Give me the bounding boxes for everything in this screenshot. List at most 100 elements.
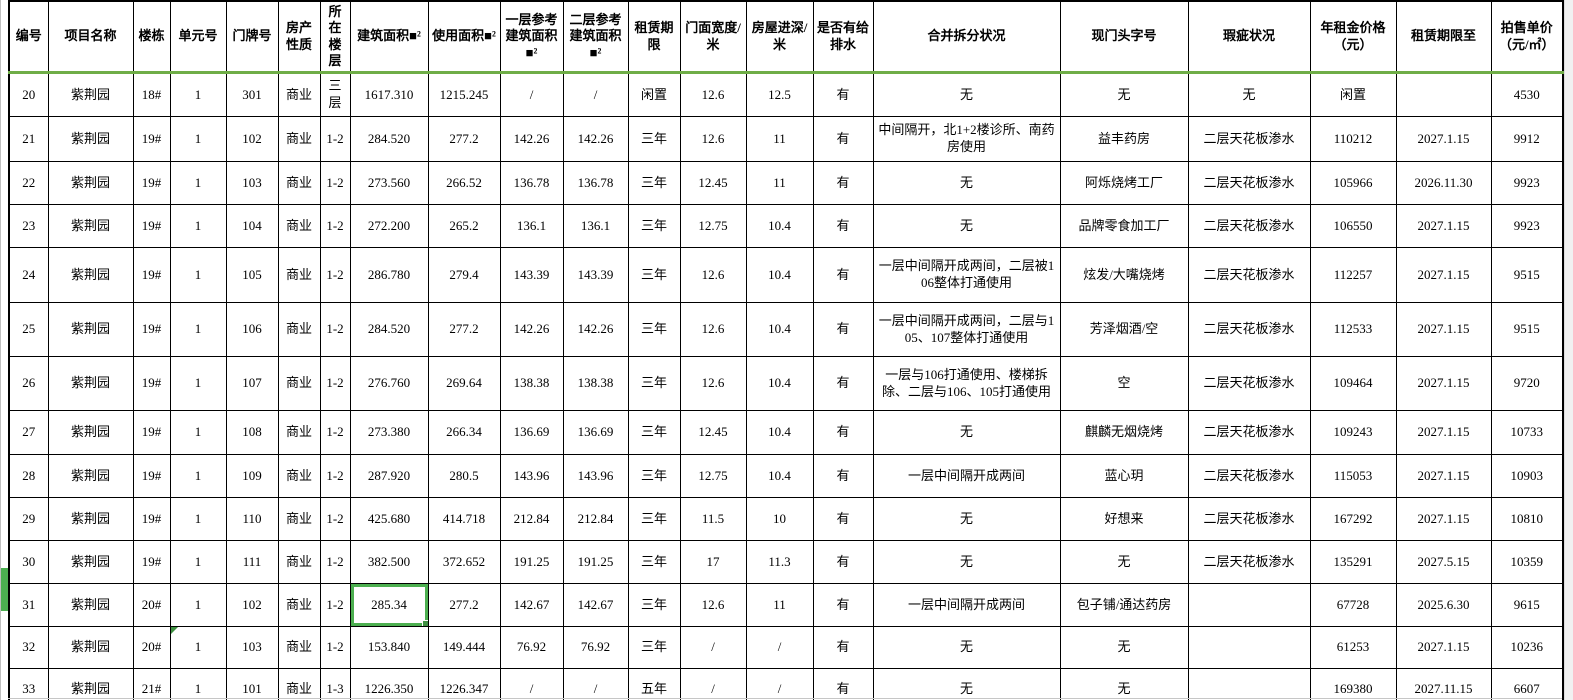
table-cell[interactable]: 二层天花板渗水 [1187, 356, 1311, 411]
table-cell[interactable]: 28 [8, 454, 49, 498]
table-cell[interactable]: 10.4 [745, 204, 814, 248]
table-cell[interactable]: 二层天花板渗水 [1187, 410, 1311, 455]
table-cell[interactable]: 142.26 [499, 116, 564, 162]
table-cell[interactable]: / [679, 668, 747, 700]
table-cell[interactable]: 61253 [1309, 626, 1397, 669]
table-cell[interactable]: 1-2 [319, 116, 351, 162]
column-header[interactable]: 二层参考建筑面积■² [562, 0, 629, 74]
table-cell[interactable]: 143.96 [562, 454, 629, 498]
table-cell[interactable]: 112257 [1309, 247, 1397, 303]
table-cell[interactable]: 2027.1.15 [1395, 204, 1492, 248]
table-cell[interactable]: 有 [812, 626, 874, 669]
table-cell[interactable]: 104 [225, 204, 279, 248]
table-cell[interactable]: 1-2 [319, 204, 351, 248]
table-cell[interactable]: 商业 [277, 161, 321, 205]
table-cell[interactable]: 301 [225, 72, 279, 117]
table-cell[interactable]: 25 [8, 302, 49, 357]
table-cell[interactable]: 空 [1059, 356, 1189, 411]
table-cell[interactable]: 商业 [277, 72, 321, 117]
table-cell[interactable]: 4530 [1490, 72, 1564, 117]
table-cell[interactable]: 19# [132, 247, 171, 303]
table-cell[interactable]: 9615 [1490, 583, 1564, 627]
table-cell[interactable]: 76.92 [499, 626, 564, 669]
table-cell[interactable]: 紫荆园 [47, 302, 134, 357]
table-cell[interactable]: 1 [169, 116, 227, 162]
table-cell[interactable]: 9515 [1490, 302, 1564, 357]
table-cell[interactable]: / [499, 668, 564, 700]
table-cell[interactable]: 紫荆园 [47, 247, 134, 303]
column-header[interactable]: 房产性质 [277, 0, 321, 74]
table-cell[interactable]: 1-3 [319, 668, 351, 700]
table-cell[interactable]: 32 [8, 626, 49, 669]
table-cell[interactable]: 269.64 [427, 356, 501, 411]
table-cell[interactable]: 149.444 [427, 626, 501, 669]
table-cell[interactable]: 112533 [1309, 302, 1397, 357]
table-cell[interactable]: 12.6 [679, 72, 747, 117]
column-header[interactable]: 是否有给排水 [812, 0, 874, 74]
table-cell[interactable]: 9720 [1490, 356, 1564, 411]
table-cell[interactable]: 二层天花板渗水 [1187, 204, 1311, 248]
table-cell[interactable]: 有 [812, 497, 874, 541]
table-cell[interactable]: 135291 [1309, 540, 1397, 584]
table-cell[interactable]: 无 [872, 410, 1061, 455]
column-header[interactable]: 年租金价格（元） [1309, 0, 1397, 74]
table-cell[interactable]: 27 [8, 410, 49, 455]
table-cell[interactable]: 212.84 [562, 497, 629, 541]
table-cell[interactable]: 紫荆园 [47, 356, 134, 411]
table-cell[interactable]: / [562, 72, 629, 117]
table-cell[interactable]: 1 [169, 356, 227, 411]
table-cell[interactable]: 有 [812, 410, 874, 455]
table-cell[interactable]: 一层中间隔开成两间 [872, 454, 1061, 498]
table-cell[interactable]: 有 [812, 161, 874, 205]
table-cell[interactable]: 10359 [1490, 540, 1564, 584]
table-cell[interactable]: 20# [132, 583, 171, 627]
table-cell[interactable]: 有 [812, 302, 874, 357]
table-cell[interactable]: 有 [812, 204, 874, 248]
table-cell[interactable]: 1 [169, 161, 227, 205]
table-cell[interactable]: / [562, 668, 629, 700]
table-cell[interactable]: / [745, 626, 814, 669]
table-cell[interactable]: 商业 [277, 302, 321, 357]
table-cell[interactable] [1187, 626, 1311, 669]
table-cell[interactable]: 277.2 [427, 116, 501, 162]
table-cell[interactable]: 136.69 [499, 410, 564, 455]
table-cell[interactable]: 17 [679, 540, 747, 584]
table-cell[interactable]: 2026.11.30 [1395, 161, 1492, 205]
table-cell[interactable]: 无 [1059, 626, 1189, 669]
table-cell[interactable]: 二层天花板渗水 [1187, 540, 1311, 584]
table-cell[interactable]: 1226.350 [349, 668, 429, 700]
table-cell[interactable]: 136.78 [499, 161, 564, 205]
column-header[interactable]: 现门头字号 [1059, 0, 1189, 74]
table-cell[interactable]: 136.78 [562, 161, 629, 205]
table-cell[interactable]: 10.4 [745, 247, 814, 303]
table-cell[interactable]: 22 [8, 161, 49, 205]
table-cell[interactable]: 191.25 [562, 540, 629, 584]
table-cell[interactable]: 277.2 [427, 302, 501, 357]
table-cell[interactable]: 紫荆园 [47, 410, 134, 455]
table-cell[interactable]: 12.45 [679, 161, 747, 205]
table-cell[interactable]: 31 [8, 583, 49, 627]
table-cell[interactable]: 287.920 [349, 454, 429, 498]
table-cell[interactable]: 30 [8, 540, 49, 584]
table-cell[interactable]: 10.4 [745, 302, 814, 357]
table-cell[interactable]: 280.5 [427, 454, 501, 498]
table-cell[interactable]: 19# [132, 454, 171, 498]
table-cell[interactable]: 23 [8, 204, 49, 248]
table-cell[interactable]: 商业 [277, 626, 321, 669]
table-cell[interactable]: 142.67 [499, 583, 564, 627]
table-cell[interactable]: 三年 [627, 116, 681, 162]
table-cell[interactable]: 286.780 [349, 247, 429, 303]
table-cell[interactable]: 三年 [627, 247, 681, 303]
table-cell[interactable]: 19# [132, 302, 171, 357]
table-cell[interactable]: 19# [132, 410, 171, 455]
table-cell[interactable]: 无 [872, 540, 1061, 584]
table-cell[interactable]: 273.560 [349, 161, 429, 205]
table-cell[interactable]: 有 [812, 247, 874, 303]
table-cell[interactable]: 麒麟无烟烧烤 [1059, 410, 1189, 455]
table-cell[interactable]: 106550 [1309, 204, 1397, 248]
column-header[interactable]: 门面宽度/米 [679, 0, 747, 74]
table-cell[interactable]: 19# [132, 204, 171, 248]
table-cell[interactable]: 二层天花板渗水 [1187, 454, 1311, 498]
table-cell[interactable]: 21# [132, 668, 171, 700]
table-cell[interactable]: 商业 [277, 668, 321, 700]
